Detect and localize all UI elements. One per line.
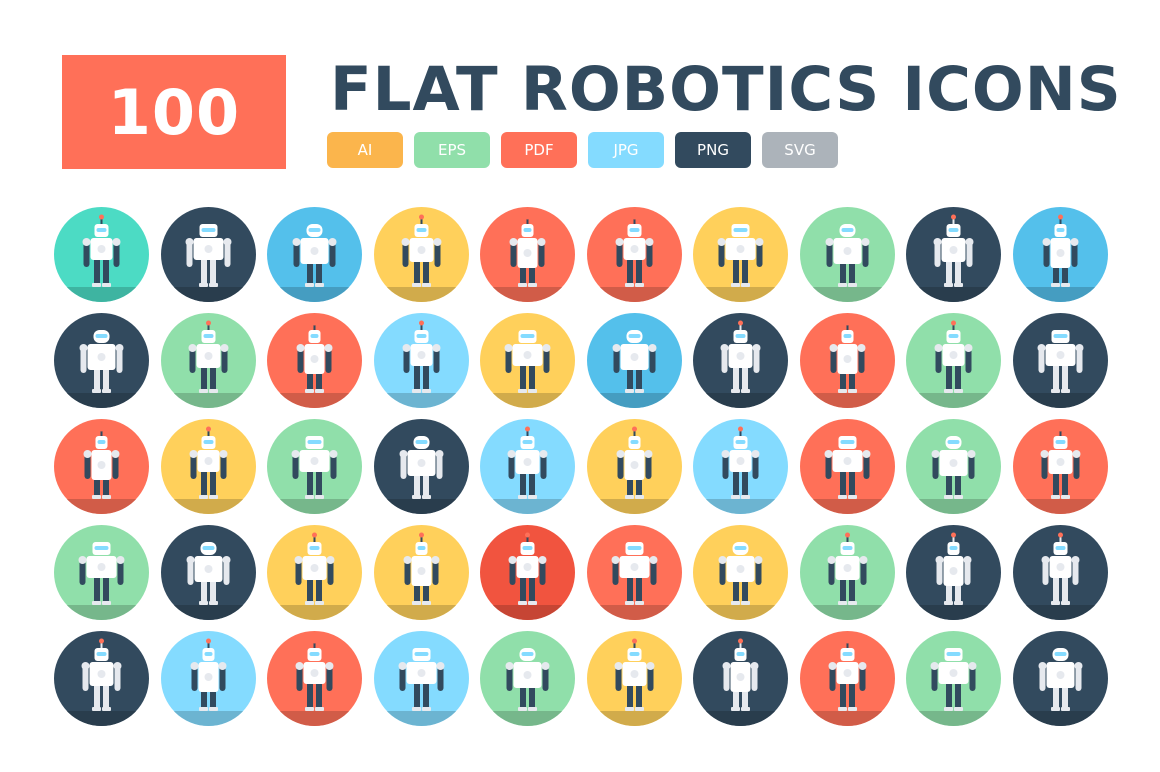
robot-icon <box>1012 207 1108 302</box>
robot-icon <box>160 525 256 620</box>
robot-icon <box>160 313 256 408</box>
robot-icon <box>799 525 895 620</box>
robot-icon <box>480 419 575 514</box>
format-badge-png: PNG <box>675 132 751 168</box>
page-title: FLAT ROBOTICS ICONS <box>330 54 1122 125</box>
robot-icon <box>54 419 149 514</box>
robot-icon <box>906 419 1001 514</box>
robot-icon <box>373 419 469 514</box>
robot-icon <box>586 525 682 620</box>
robot-icon <box>480 525 575 620</box>
robot-icon <box>693 419 788 514</box>
format-badge-ai: AI <box>327 132 403 168</box>
format-badge-pdf: PDF <box>501 132 577 168</box>
robot-icon <box>160 631 256 726</box>
format-badge-jpg: JPG <box>588 132 664 168</box>
robot-icon <box>799 207 895 302</box>
format-badge-svg: SVG <box>762 132 838 168</box>
robot-icon <box>799 419 895 514</box>
robot-icon <box>586 631 682 726</box>
robot-icon <box>586 207 682 302</box>
robot-icon <box>54 631 149 726</box>
robot-icon <box>906 525 1001 620</box>
format-badge-eps: EPS <box>414 132 490 168</box>
robot-icon <box>586 313 682 408</box>
robot-icon <box>906 313 1001 408</box>
robot-icon <box>1012 525 1108 620</box>
icon-count-box: 100 <box>62 55 286 169</box>
robot-icon <box>906 631 1001 726</box>
robot-icon <box>373 207 469 302</box>
robot-icon <box>54 313 149 408</box>
icon-count: 100 <box>107 75 241 149</box>
robot-icon <box>54 525 149 620</box>
robot-icon <box>373 631 469 726</box>
robot-icon <box>693 207 788 302</box>
format-badges: AI EPS PDF JPG PNG SVG <box>327 132 838 168</box>
robot-icon <box>267 631 362 726</box>
robot-icon <box>693 525 788 620</box>
robot-icon <box>1012 631 1108 726</box>
robot-icon <box>1012 313 1108 408</box>
robot-icon <box>693 313 788 408</box>
robot-icon <box>906 207 1001 302</box>
robot-icon <box>54 207 149 302</box>
robot-icon <box>373 525 469 620</box>
robot-icon <box>1012 419 1108 514</box>
robot-icon <box>267 207 362 302</box>
robot-icon <box>799 631 895 726</box>
robot-icon <box>160 419 256 514</box>
robot-icon <box>480 631 575 726</box>
robot-icon <box>799 313 895 408</box>
robot-icon <box>586 419 682 514</box>
robot-icon <box>480 313 575 408</box>
robot-icon <box>267 419 362 514</box>
robot-icon-grid <box>54 207 1108 726</box>
robot-icon <box>267 525 362 620</box>
robot-icon <box>160 207 256 302</box>
robot-icon <box>480 207 575 302</box>
robot-icon <box>693 631 788 726</box>
robot-icon <box>373 313 469 408</box>
robot-icon <box>267 313 362 408</box>
